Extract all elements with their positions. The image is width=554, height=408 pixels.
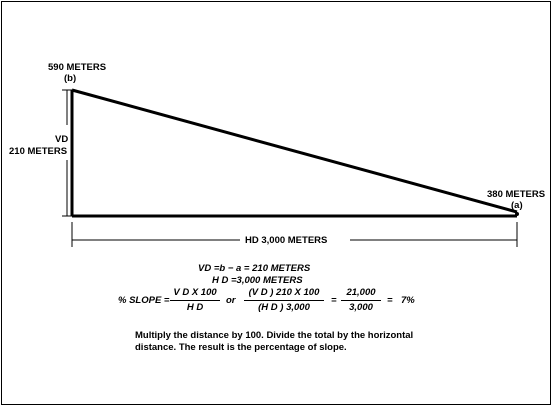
fraction-2-numerator: (V D ) 210 X 100 bbox=[248, 287, 320, 298]
vd-value: 210 METERS bbox=[9, 146, 68, 157]
point-a-elevation: 380 METERS bbox=[487, 189, 546, 200]
point-a-label: (a) bbox=[511, 200, 523, 211]
vd-label: VD bbox=[55, 134, 69, 145]
slope-result: 7% bbox=[401, 295, 415, 306]
slope-fraction-1: V D X 100 H D bbox=[170, 287, 220, 314]
fraction-2-denominator: (H D ) 3,000 bbox=[258, 302, 310, 313]
instruction-note: Multiply the distance by 100. Divide the… bbox=[135, 330, 414, 353]
vd-equation: VD =b − a = 210 METERS bbox=[198, 263, 311, 274]
fraction-3-denominator: 3,000 bbox=[349, 302, 373, 313]
slope-fraction-3: 21,000 3,000 bbox=[341, 287, 381, 314]
or-text: or bbox=[226, 295, 236, 306]
point-a-marker bbox=[515, 212, 519, 216]
hypotenuse bbox=[71, 88, 518, 214]
point-b-elevation: 590 METERS bbox=[48, 62, 107, 73]
fraction-1-bar bbox=[170, 300, 220, 301]
equals-sign-1: = bbox=[331, 295, 337, 306]
slope-fraction-2: (V D ) 210 X 100 (H D ) 3,000 bbox=[244, 287, 324, 314]
equals-sign-2: = bbox=[387, 295, 393, 306]
fraction-1-denominator: H D bbox=[186, 302, 204, 313]
point-b-label: (b) bbox=[64, 73, 77, 84]
slope-label: % SLOPE = bbox=[118, 295, 170, 306]
fraction-2-bar bbox=[244, 300, 324, 301]
fraction-1-numerator: V D X 100 bbox=[173, 287, 217, 298]
hd-equation: H D =3,000 METERS bbox=[212, 275, 303, 286]
fraction-3-bar bbox=[341, 300, 381, 301]
fraction-3-numerator: 21,000 bbox=[346, 287, 376, 298]
hd-label: HD 3,000 METERS bbox=[245, 235, 328, 246]
